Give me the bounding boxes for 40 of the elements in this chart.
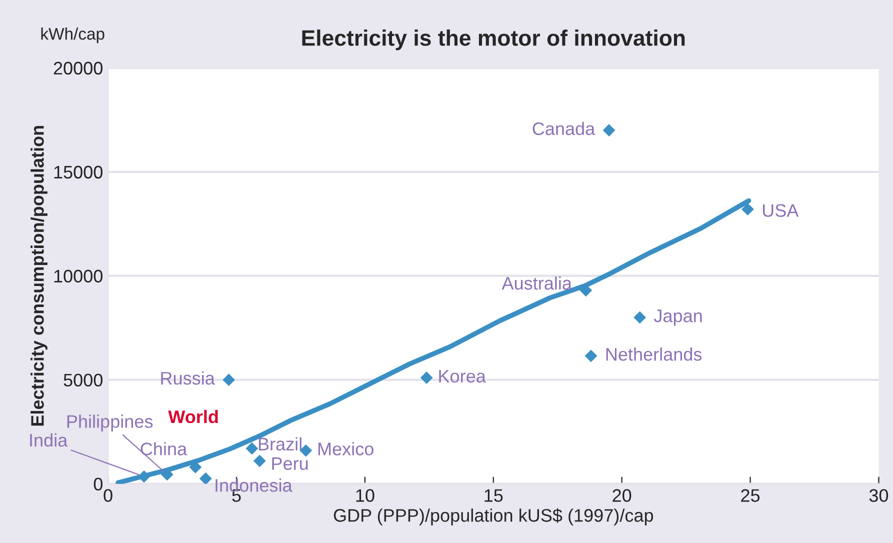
series-label: USA — [762, 204, 799, 217]
text: Philippines — [67, 414, 153, 432]
series-label: Peru — [272, 457, 308, 470]
point — [253, 454, 266, 468]
chart-title: Electricity is the motor of innovation — [302, 30, 685, 50]
series-label: World — [168, 410, 218, 424]
y-tick-label: 0 — [94, 478, 102, 491]
point — [741, 203, 754, 216]
x-tick-label: 0 — [104, 489, 112, 502]
series-label: Japan — [654, 310, 702, 326]
series-label: Korea — [439, 370, 486, 383]
point — [420, 372, 433, 384]
y-tick-label: 10000 — [54, 270, 102, 283]
y-tick-label: 20000 — [54, 62, 102, 75]
series-label: China — [140, 442, 188, 456]
point — [199, 472, 212, 484]
point — [300, 444, 312, 457]
point — [138, 470, 150, 483]
x-tick-label: 25 — [741, 489, 760, 502]
series-label: Australia — [502, 276, 572, 290]
point — [634, 311, 646, 324]
series-label: Russia — [161, 371, 215, 385]
point — [222, 374, 235, 386]
x-tick-label: 10 — [356, 489, 374, 502]
series-label: Canada — [532, 122, 596, 136]
x-axis-title: GDP (PPP)/population kUS$ (1997)/cap — [334, 508, 654, 526]
x-tick-label: 30 — [869, 489, 888, 502]
x-tick-label: 15 — [484, 489, 503, 502]
point — [602, 124, 616, 136]
text: kWh/cap — [41, 28, 104, 44]
y-axis-title: Electricity consumption/population — [30, 126, 48, 426]
point — [584, 350, 598, 362]
y-tick-label: 15000 — [54, 166, 102, 179]
point — [246, 442, 258, 455]
y-tick-label: 5000 — [64, 374, 102, 387]
series-label: Brazil — [258, 437, 302, 451]
x-tick-label: 20 — [612, 489, 632, 502]
text: India — [30, 433, 68, 447]
series-label: Netherlands — [606, 347, 702, 361]
series-label: Mexico — [318, 442, 374, 456]
